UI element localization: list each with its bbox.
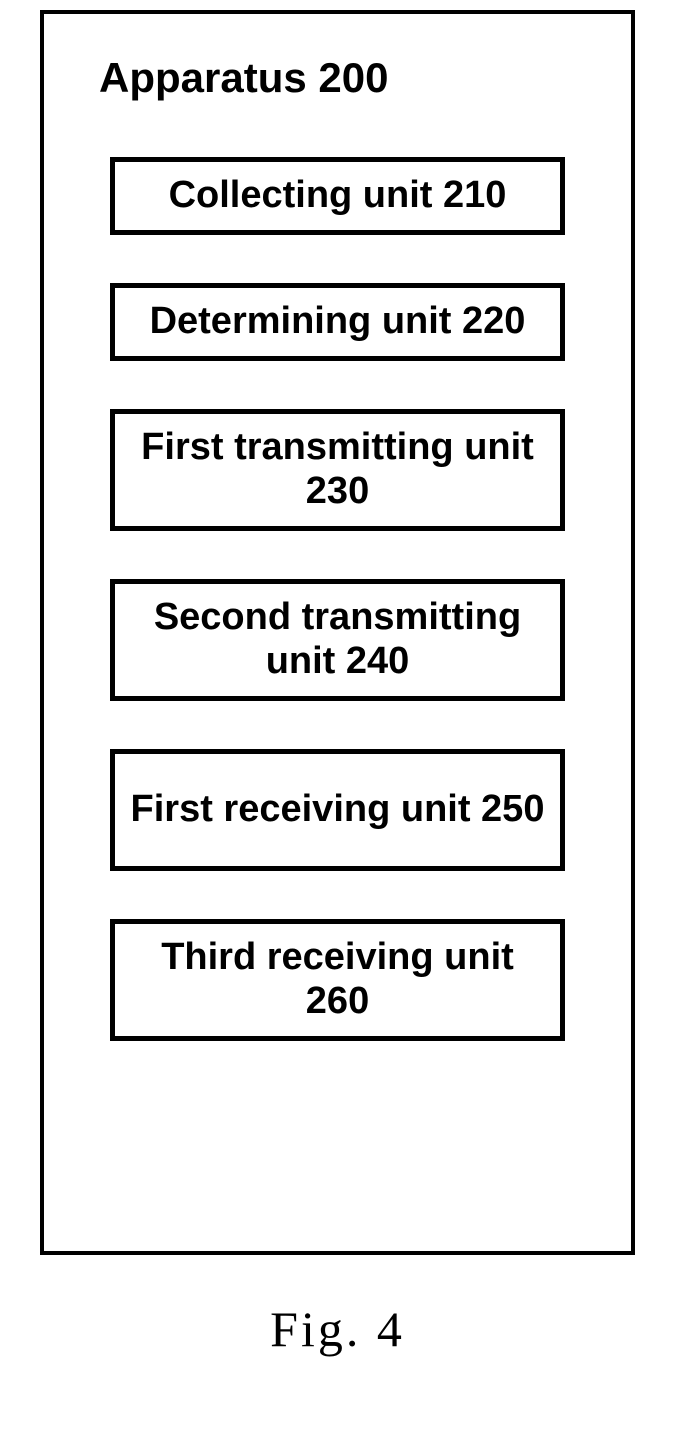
figure-caption: Fig. 4 [270,1300,405,1358]
apparatus-title: Apparatus 200 [94,54,581,102]
unit-collecting: Collecting unit 210 [110,157,565,235]
unit-determining: Determining unit 220 [110,283,565,361]
unit-third-receiving: Third receiving unit 260 [110,919,565,1041]
unit-second-transmitting: Second transmitting unit 240 [110,579,565,701]
unit-first-receiving: First receiving unit 250 [110,749,565,871]
unit-first-transmitting: First transmitting unit 230 [110,409,565,531]
apparatus-container: Apparatus 200 Collecting unit 210 Determ… [40,10,635,1255]
units-list: Collecting unit 210 Determining unit 220… [94,157,581,1041]
